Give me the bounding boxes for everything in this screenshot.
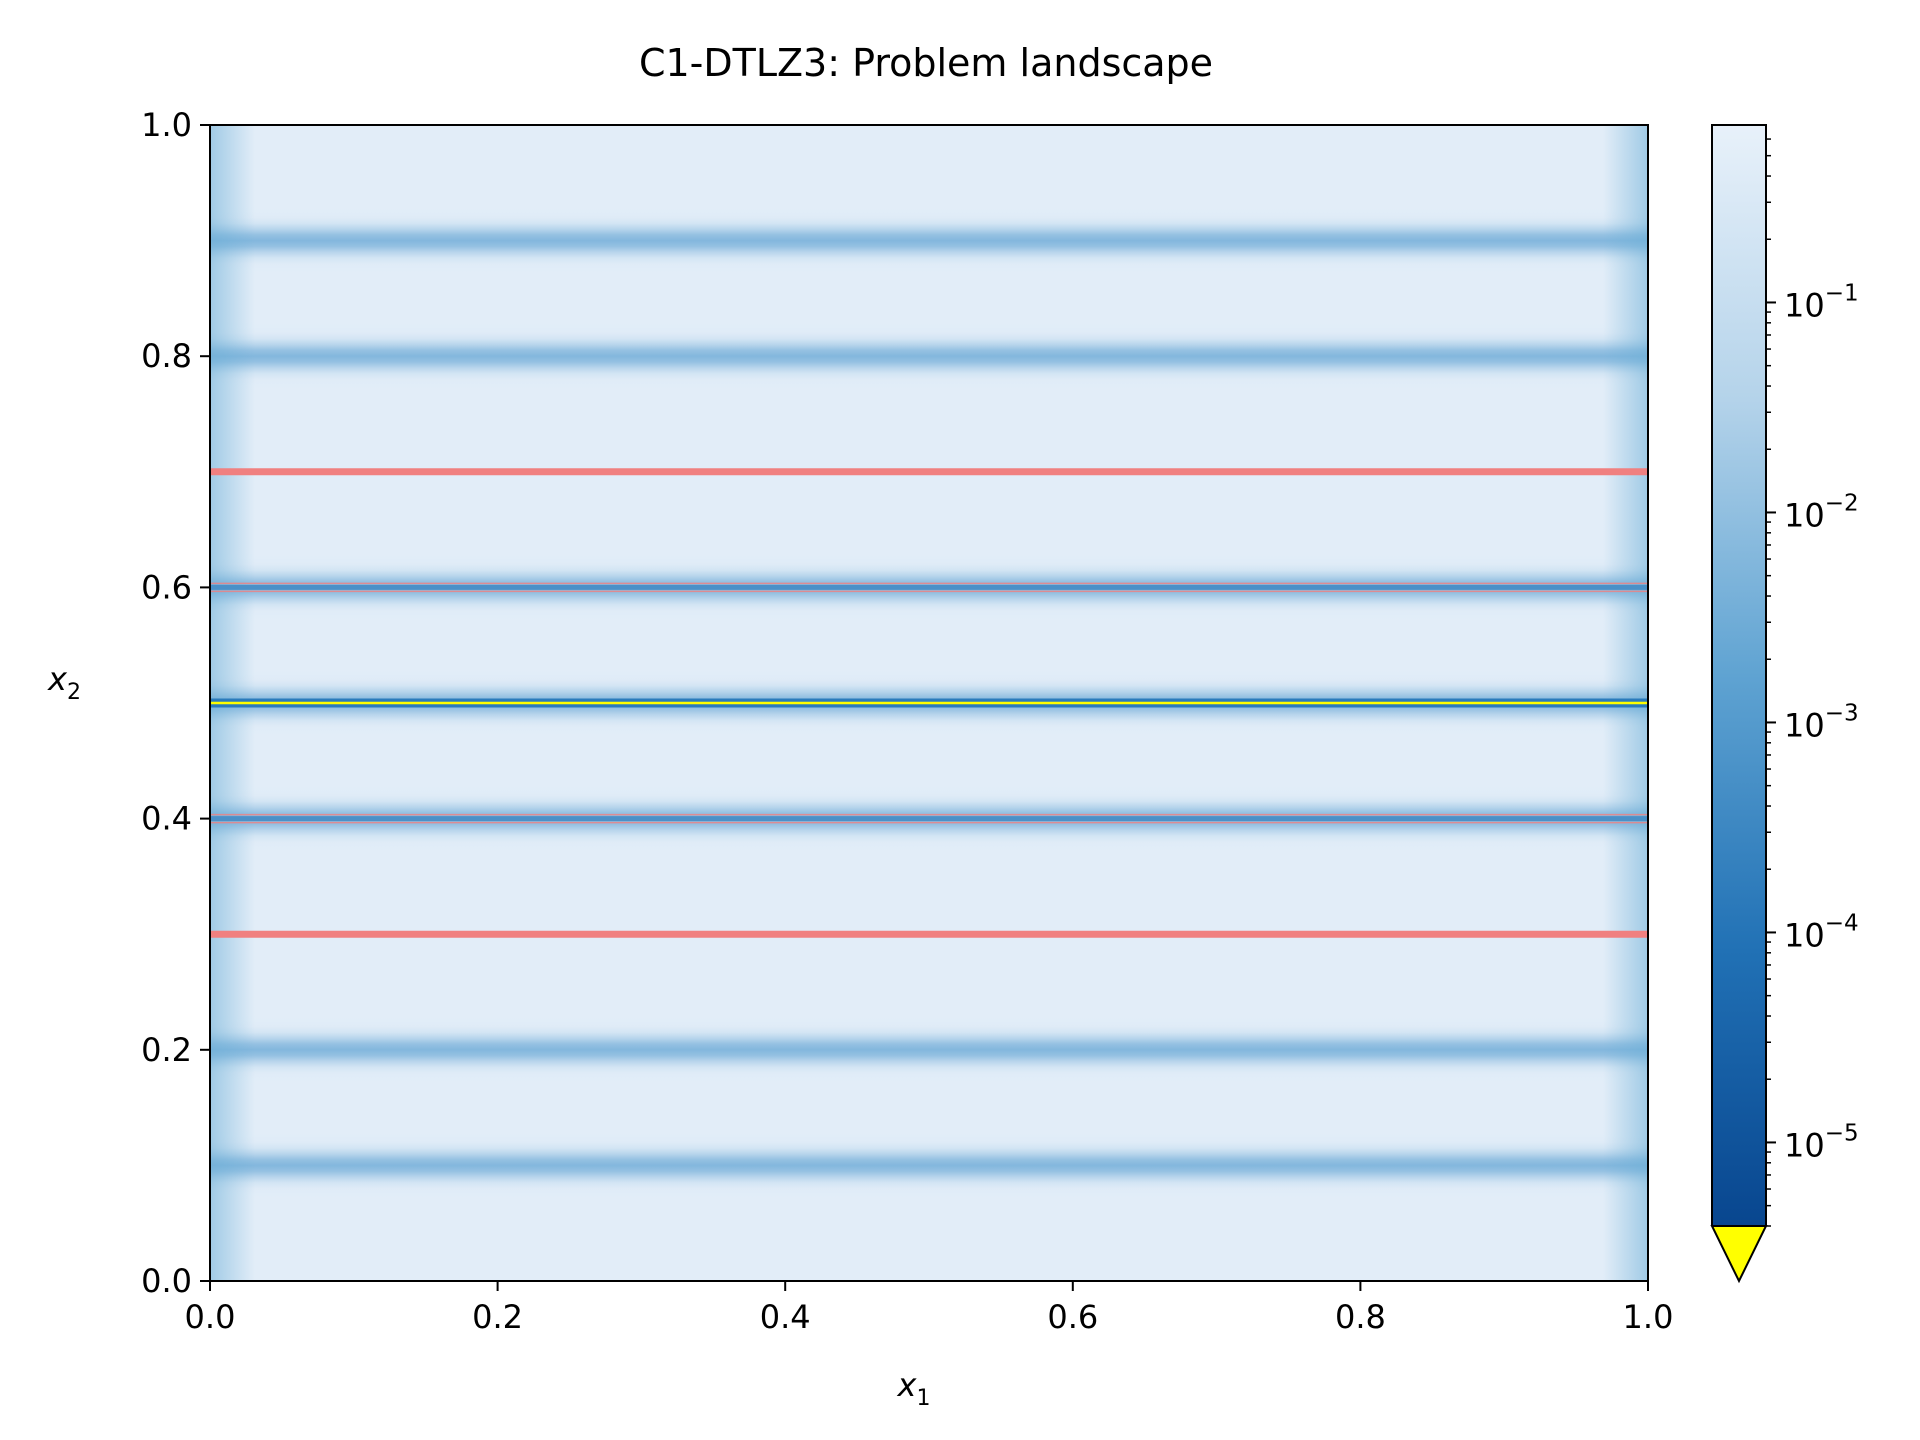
heatmap-lines xyxy=(210,468,1648,938)
y-tick-label: 0.6 xyxy=(141,568,192,606)
y-axis-label-subscript: 2 xyxy=(67,680,81,705)
colorbar-under-extension xyxy=(1710,1225,1768,1284)
x-axis-label: x1 xyxy=(897,1366,931,1411)
x-axis-label-main: x xyxy=(897,1366,918,1404)
x-axis: 0.0 0.2 0.4 0.6 0.8 1.0 xyxy=(185,1281,1674,1336)
colorbar-tick-label: 10−3 xyxy=(1784,700,1859,744)
y-axis-label: x2 xyxy=(47,660,81,705)
x-tick-label: 0.2 xyxy=(472,1298,523,1336)
x-tick-label: 0.6 xyxy=(1047,1298,1098,1336)
colorbar-outline xyxy=(1711,124,1767,1226)
colorbar-ticks: 10−1 10−2 10−3 10−4 10−5 xyxy=(1766,138,1859,1227)
colorbar: 10−1 10−2 10−3 10−4 10−5 xyxy=(1710,124,1859,1284)
plot-frame xyxy=(209,124,1649,1282)
x-axis-label-subscript: 1 xyxy=(916,1386,930,1411)
y-axis: 0.0 0.2 0.4 0.6 0.8 1.0 xyxy=(141,106,210,1300)
x-tick-label: 0.8 xyxy=(1335,1298,1386,1336)
colorbar-tick-label: 10−2 xyxy=(1784,490,1859,534)
y-tick-label: 0.8 xyxy=(141,337,192,375)
y-axis-label-main: x xyxy=(47,660,68,698)
x-tick-label: 0.4 xyxy=(760,1298,811,1336)
y-tick-label: 0.0 xyxy=(141,1262,192,1300)
colorbar-tick-label: 10−5 xyxy=(1784,1120,1859,1164)
plot-area xyxy=(209,124,1649,1282)
y-tick-label: 0.2 xyxy=(141,1031,192,1069)
colorbar-tick-label: 10−1 xyxy=(1784,280,1859,324)
x-tick-label: 0.0 xyxy=(185,1298,236,1336)
x-tick-label: 1.0 xyxy=(1623,1298,1674,1336)
colorbar-body xyxy=(1712,125,1766,1226)
chart-title: C1-DTLZ3: Problem landscape xyxy=(639,41,1213,85)
y-tick-label: 1.0 xyxy=(141,106,192,144)
y-tick-label: 0.4 xyxy=(141,800,192,838)
colorbar-tick-label: 10−4 xyxy=(1784,910,1859,954)
